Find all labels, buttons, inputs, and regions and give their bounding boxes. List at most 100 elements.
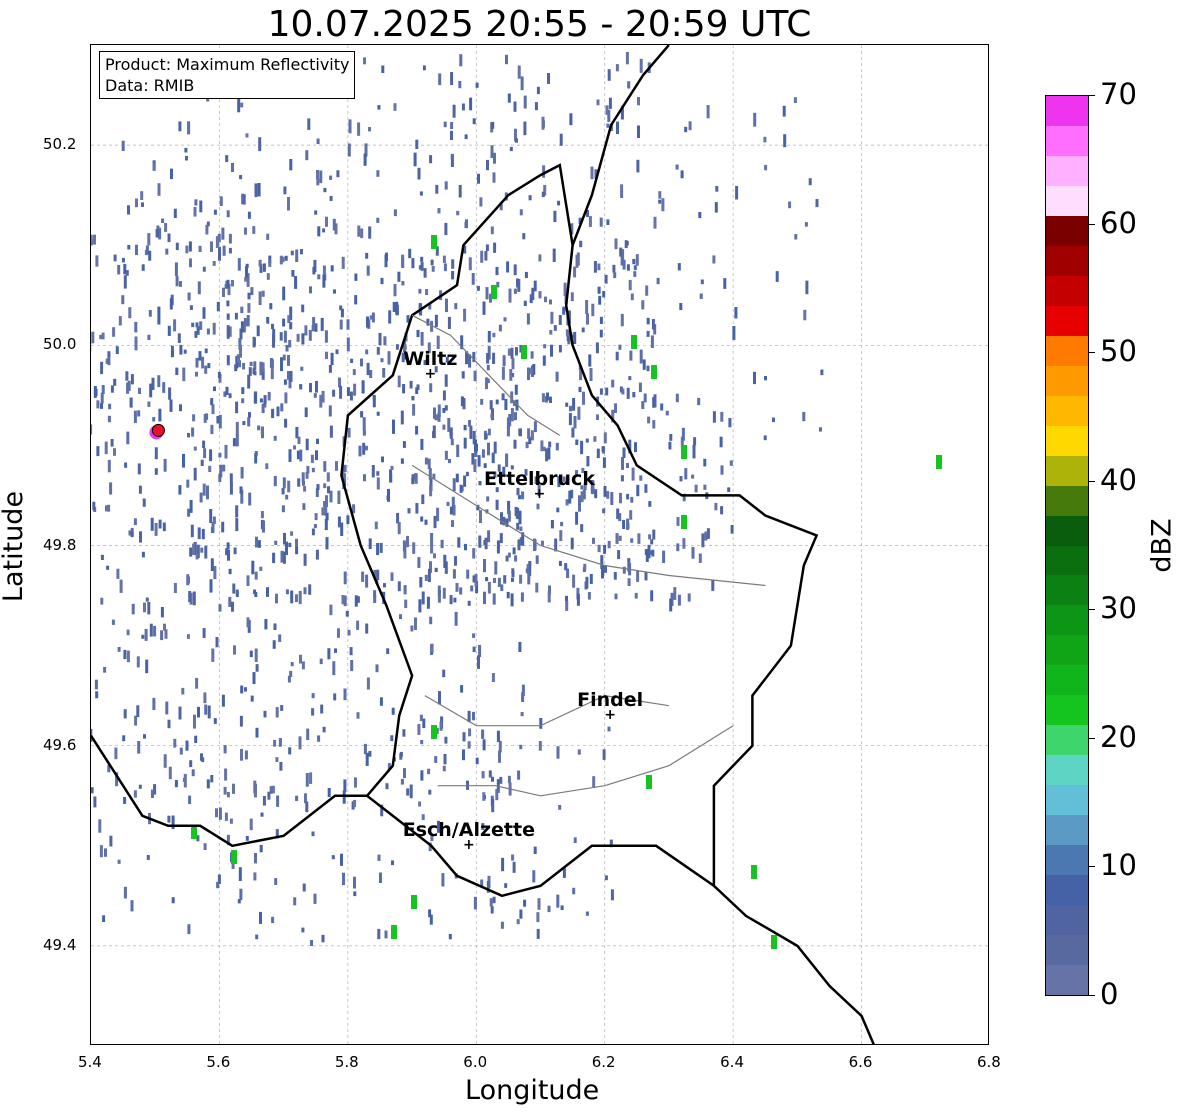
echo-pixel [254, 183, 258, 198]
echo-pixel [178, 485, 182, 495]
echo-pixel [352, 369, 356, 376]
echo-pixel [272, 334, 275, 348]
echo-pixel [347, 629, 351, 636]
echo-pixel [235, 434, 239, 447]
colorbar-tick-label: 30 [1100, 591, 1137, 626]
echo-pixel [134, 715, 138, 726]
echo-pixel [481, 771, 485, 779]
echo-pixel [682, 493, 686, 502]
echo-pixel [451, 496, 455, 510]
echo-pixel [427, 342, 431, 353]
echo-pixel [157, 183, 161, 196]
echo-pixel [565, 595, 568, 602]
echo-pixel [235, 355, 239, 369]
echo-pixel [638, 382, 642, 393]
echo-pixel [141, 551, 145, 558]
echo-pixel [241, 398, 245, 404]
echo-pixel [354, 273, 358, 281]
echo-pixel [588, 354, 592, 367]
echo-pixel [530, 430, 534, 441]
echo-pixel [379, 872, 382, 883]
echo-pixel [452, 478, 456, 492]
echo-pixel [368, 538, 372, 549]
echo-pixel [281, 256, 285, 263]
echo-pixel [542, 446, 546, 452]
echo-pixel [396, 512, 400, 524]
echo-pixel-green [431, 725, 437, 739]
echo-pixel [371, 465, 375, 478]
echo-pixel [439, 721, 443, 731]
echo-pixel [804, 222, 808, 227]
echo-pixel [200, 459, 204, 466]
echo-pixel [285, 541, 288, 556]
echo-pixel [260, 426, 264, 435]
echo-pixel [613, 572, 617, 580]
echo-pixel [510, 347, 514, 359]
echo-pixel [107, 504, 111, 512]
echo-pixel [549, 330, 553, 335]
x-axis-label: Longitude [465, 1075, 600, 1106]
echo-pixel [111, 619, 115, 625]
echo-pixel [376, 411, 380, 416]
echo-pixel [524, 271, 528, 278]
colorbar-swatch [1046, 905, 1088, 936]
echo-pixel [313, 393, 317, 398]
echo-pixel [442, 424, 446, 430]
echo-pixel [605, 387, 609, 396]
echo-pixel [463, 437, 467, 449]
echo-pixel [373, 590, 377, 598]
echo-pixel [231, 162, 234, 172]
echo-pixel [411, 477, 415, 485]
echo-pixel [183, 349, 187, 354]
echo-pixel [474, 573, 478, 587]
echo-pixel [135, 198, 138, 208]
echo-pixel [601, 565, 604, 579]
echo-pixel [261, 290, 265, 297]
echo-pixel [694, 484, 698, 493]
echo-pixel [442, 587, 446, 599]
echo-pixel [496, 281, 500, 288]
echo-pixel [437, 412, 441, 422]
echo-pixel [513, 264, 517, 276]
echo-pixel [204, 348, 208, 354]
echo-pixel [281, 488, 285, 495]
echo-pixel [391, 707, 395, 715]
colorbar-swatch [1046, 635, 1088, 666]
echo-pixel [323, 501, 327, 508]
echo-pixel [665, 410, 669, 416]
echo-pixel [237, 354, 240, 363]
colorbar-swatch [1046, 425, 1088, 457]
echo-pixel [510, 465, 514, 470]
echo-pixel [226, 300, 230, 307]
echo-pixel [259, 844, 263, 853]
echo-pixel [527, 428, 531, 439]
x-tick-label: 6.4 [720, 1053, 744, 1071]
echo-pixel [363, 153, 367, 166]
echo-pixel [380, 277, 384, 285]
echo-pixel [461, 371, 465, 379]
echo-pixel [266, 316, 270, 324]
echo-pixel [165, 701, 169, 715]
district-boundary [411, 314, 561, 436]
echo-pixel [424, 574, 428, 581]
echo-pixel [310, 940, 313, 946]
echo-pixel [327, 648, 331, 660]
echo-pixel [614, 238, 618, 250]
echo-pixel [298, 590, 302, 605]
echo-pixel [242, 421, 246, 426]
echo-pixel [339, 305, 343, 311]
echo-pixel [301, 304, 305, 313]
radar-site-dot [151, 423, 165, 437]
echo-pixel [107, 356, 111, 366]
echo-pixel [459, 587, 463, 595]
echo-pixel [519, 428, 522, 437]
echo-pixel [198, 351, 202, 361]
echo-pixel [462, 398, 466, 410]
echo-pixel [676, 517, 680, 526]
echo-pixel [342, 872, 345, 886]
echo-pixel [429, 155, 433, 164]
echo-pixel [247, 417, 251, 427]
echo-pixel [353, 891, 357, 897]
district-boundary [424, 694, 669, 727]
echo-pixel [460, 335, 464, 350]
